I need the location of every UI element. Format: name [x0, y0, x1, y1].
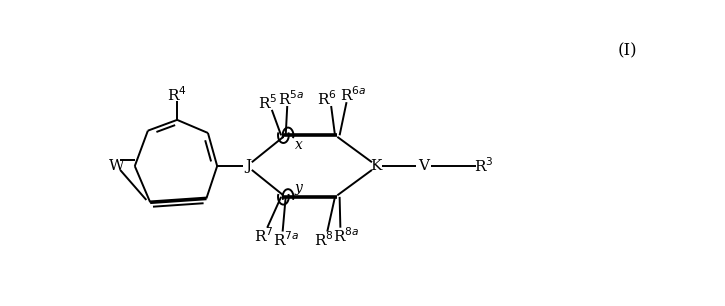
Text: R$^{6a}$: R$^{6a}$: [339, 85, 366, 104]
Text: R$^5$: R$^5$: [258, 93, 278, 111]
Text: J: J: [245, 159, 251, 173]
Text: y: y: [295, 181, 303, 195]
Text: x: x: [295, 137, 303, 151]
Text: (I): (I): [618, 42, 637, 59]
Text: R$^6$: R$^6$: [318, 89, 337, 108]
Text: R$^{8a}$: R$^{8a}$: [334, 226, 360, 245]
Text: R$^4$: R$^4$: [167, 85, 187, 104]
Text: W: W: [109, 159, 125, 173]
Text: R$^7$: R$^7$: [254, 226, 273, 245]
Text: V: V: [418, 159, 429, 173]
Text: R$^8$: R$^8$: [314, 230, 334, 248]
Text: K: K: [370, 159, 381, 173]
Text: R$^{7a}$: R$^{7a}$: [273, 230, 299, 248]
Text: R$^3$: R$^3$: [474, 157, 493, 175]
Text: R$^{5a}$: R$^{5a}$: [278, 89, 304, 108]
